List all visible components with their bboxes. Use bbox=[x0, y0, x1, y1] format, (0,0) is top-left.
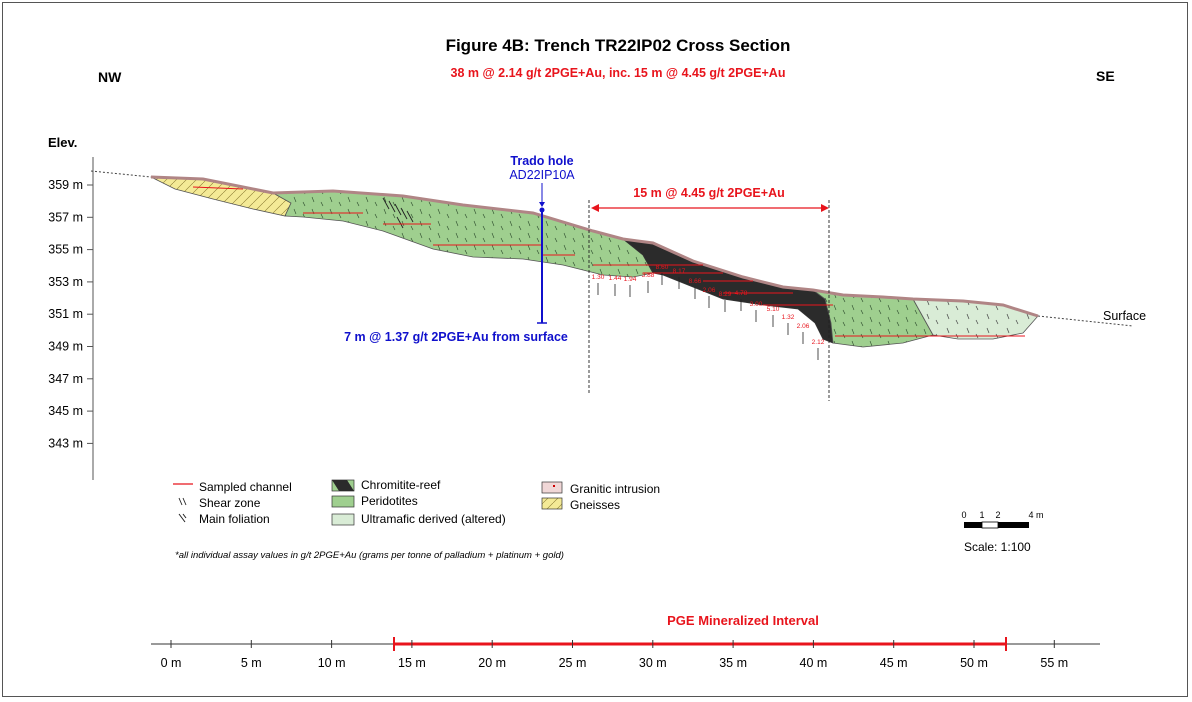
assay-value: 5.10 bbox=[767, 306, 780, 313]
distance-tick-label: 45 m bbox=[880, 656, 908, 670]
assay-value: 4.78 bbox=[735, 290, 748, 297]
distance-tick-label: 30 m bbox=[639, 656, 667, 670]
assay-value: 2.12 bbox=[812, 339, 825, 346]
legend-granitic-swatch bbox=[541, 481, 563, 494]
distance-tick-label: 5 m bbox=[241, 656, 262, 670]
distance-tick-label: 35 m bbox=[719, 656, 747, 670]
legend-shear-zone-icon bbox=[178, 497, 187, 506]
assay-value: 8.60 bbox=[656, 264, 669, 271]
legend-peridotites-swatch bbox=[331, 495, 355, 508]
figure-title: Figure 4B: Trench TR22IP02 Cross Section bbox=[446, 36, 791, 55]
scale-text: Scale: 1:100 bbox=[964, 540, 1031, 554]
trado-hole-title: Trado hole bbox=[510, 154, 573, 168]
legend-gneisses-swatch bbox=[541, 497, 563, 510]
scale-tick-2: 2 bbox=[995, 510, 1000, 520]
legend-chromitite-fill bbox=[332, 480, 354, 491]
interval-arrowhead-right bbox=[821, 204, 829, 212]
legend-shear-zone: Shear zone bbox=[199, 496, 261, 510]
legend-main-foliation: Main foliation bbox=[199, 512, 270, 526]
elevation-tick-label: 347 m bbox=[48, 372, 83, 386]
elevation-tick-label: 343 m bbox=[48, 436, 83, 450]
scale-tick-4: 4 m bbox=[1028, 510, 1043, 520]
elevation-ticks: 359 m 357 m 355 m 353 m 351 m 349 m 347 m 345 m… bbox=[48, 178, 93, 450]
legend-granitic: Granitic intrusion bbox=[570, 482, 660, 496]
figure-subtitle: 38 m @ 2.14 g/t 2PGE+Au, inc. 15 m @ 4.4… bbox=[451, 66, 786, 80]
assay-value: 2.06 bbox=[797, 323, 810, 330]
elevation-tick-label: 351 m bbox=[48, 307, 83, 321]
assay-value: 2.06 bbox=[703, 287, 716, 294]
legend-main-foliation-icon bbox=[178, 513, 187, 523]
distance-ticks: 0 m 5 m 10 m 15 m 20 m 25 m 30 m 35 m 40 m 45 m 50… bbox=[161, 640, 1068, 670]
scale-tick-1: 1 bbox=[979, 510, 984, 520]
trado-hole-id: AD22IP10A bbox=[509, 168, 575, 182]
assay-value: 3.88 bbox=[642, 272, 655, 279]
legend-granitic-dot bbox=[553, 485, 555, 487]
pge-interval-label: PGE Mineralized Interval bbox=[667, 613, 819, 628]
distance-tick-label: 20 m bbox=[478, 656, 506, 670]
interval-arrowhead-left bbox=[591, 204, 599, 212]
elevation-tick-label: 345 m bbox=[48, 404, 83, 418]
trado-hole-arrowhead bbox=[539, 202, 545, 207]
shear-zone-marks bbox=[382, 197, 414, 229]
assay-value: 3.00 bbox=[750, 301, 763, 308]
legend-gneisses: Gneisses bbox=[570, 498, 620, 512]
cross-section-figure: Figure 4B: Trench TR22IP02 Cross Section… bbox=[48, 36, 1146, 670]
distance-tick-label: 50 m bbox=[960, 656, 988, 670]
assay-value: 8.29 bbox=[719, 291, 732, 298]
surface-crust bbox=[150, 175, 1039, 318]
elevation-tick-label: 353 m bbox=[48, 275, 83, 289]
distance-tick-label: 55 m bbox=[1040, 656, 1068, 670]
scale-tick-0: 0 bbox=[961, 510, 966, 520]
assay-values: 1.30 1.44 1.943.888.608.178.662.068.29 4.78… bbox=[592, 264, 825, 360]
legend-peridotites: Peridotites bbox=[361, 494, 418, 508]
distance-tick-label: 10 m bbox=[318, 656, 346, 670]
footnote: *all individual assay values in g/t 2PGE… bbox=[175, 550, 564, 561]
legend-chromitite: Chromitite-reef bbox=[361, 478, 441, 492]
elevation-tick-label: 359 m bbox=[48, 178, 83, 192]
distance-tick-label: 25 m bbox=[559, 656, 587, 670]
surface-label: Surface bbox=[1103, 309, 1146, 323]
assay-value: 1.94 bbox=[624, 276, 637, 283]
assay-value: 1.32 bbox=[782, 314, 795, 321]
ultramafic-body bbox=[912, 298, 1039, 340]
elevation-tick-label: 355 m bbox=[48, 243, 83, 257]
legend-ultramafic-swatch bbox=[331, 513, 355, 526]
assay-value: 1.44 bbox=[609, 275, 622, 282]
interval-label: 15 m @ 4.45 g/t 2PGE+Au bbox=[633, 186, 784, 200]
elevation-tick-label: 357 m bbox=[48, 210, 83, 224]
distance-tick-label: 0 m bbox=[161, 656, 182, 670]
distance-tick-label: 40 m bbox=[800, 656, 828, 670]
direction-se: SE bbox=[1096, 68, 1115, 84]
assay-value: 1.30 bbox=[592, 274, 605, 281]
trado-hole-collar bbox=[539, 207, 545, 213]
elevation-tick-label: 349 m bbox=[48, 340, 83, 354]
distance-tick-label: 15 m bbox=[398, 656, 426, 670]
scale-bar: 0 1 2 4 m Scale: 1:100 bbox=[961, 510, 1043, 554]
sampled-channels bbox=[192, 186, 1025, 337]
legend-sampled-channel: Sampled channel bbox=[199, 480, 292, 494]
legend: Sampled channel Shear zone Main foliatio… bbox=[173, 478, 660, 526]
direction-nw: NW bbox=[98, 69, 122, 85]
assay-value: 8.66 bbox=[689, 278, 702, 285]
legend-ultramafic: Ultramafic derived (altered) bbox=[361, 512, 506, 526]
assay-value: 8.17 bbox=[673, 268, 686, 275]
trado-hole-result: 7 m @ 1.37 g/t 2PGE+Au from surface bbox=[344, 330, 568, 344]
elevation-axis-label: Elev. bbox=[48, 135, 77, 150]
